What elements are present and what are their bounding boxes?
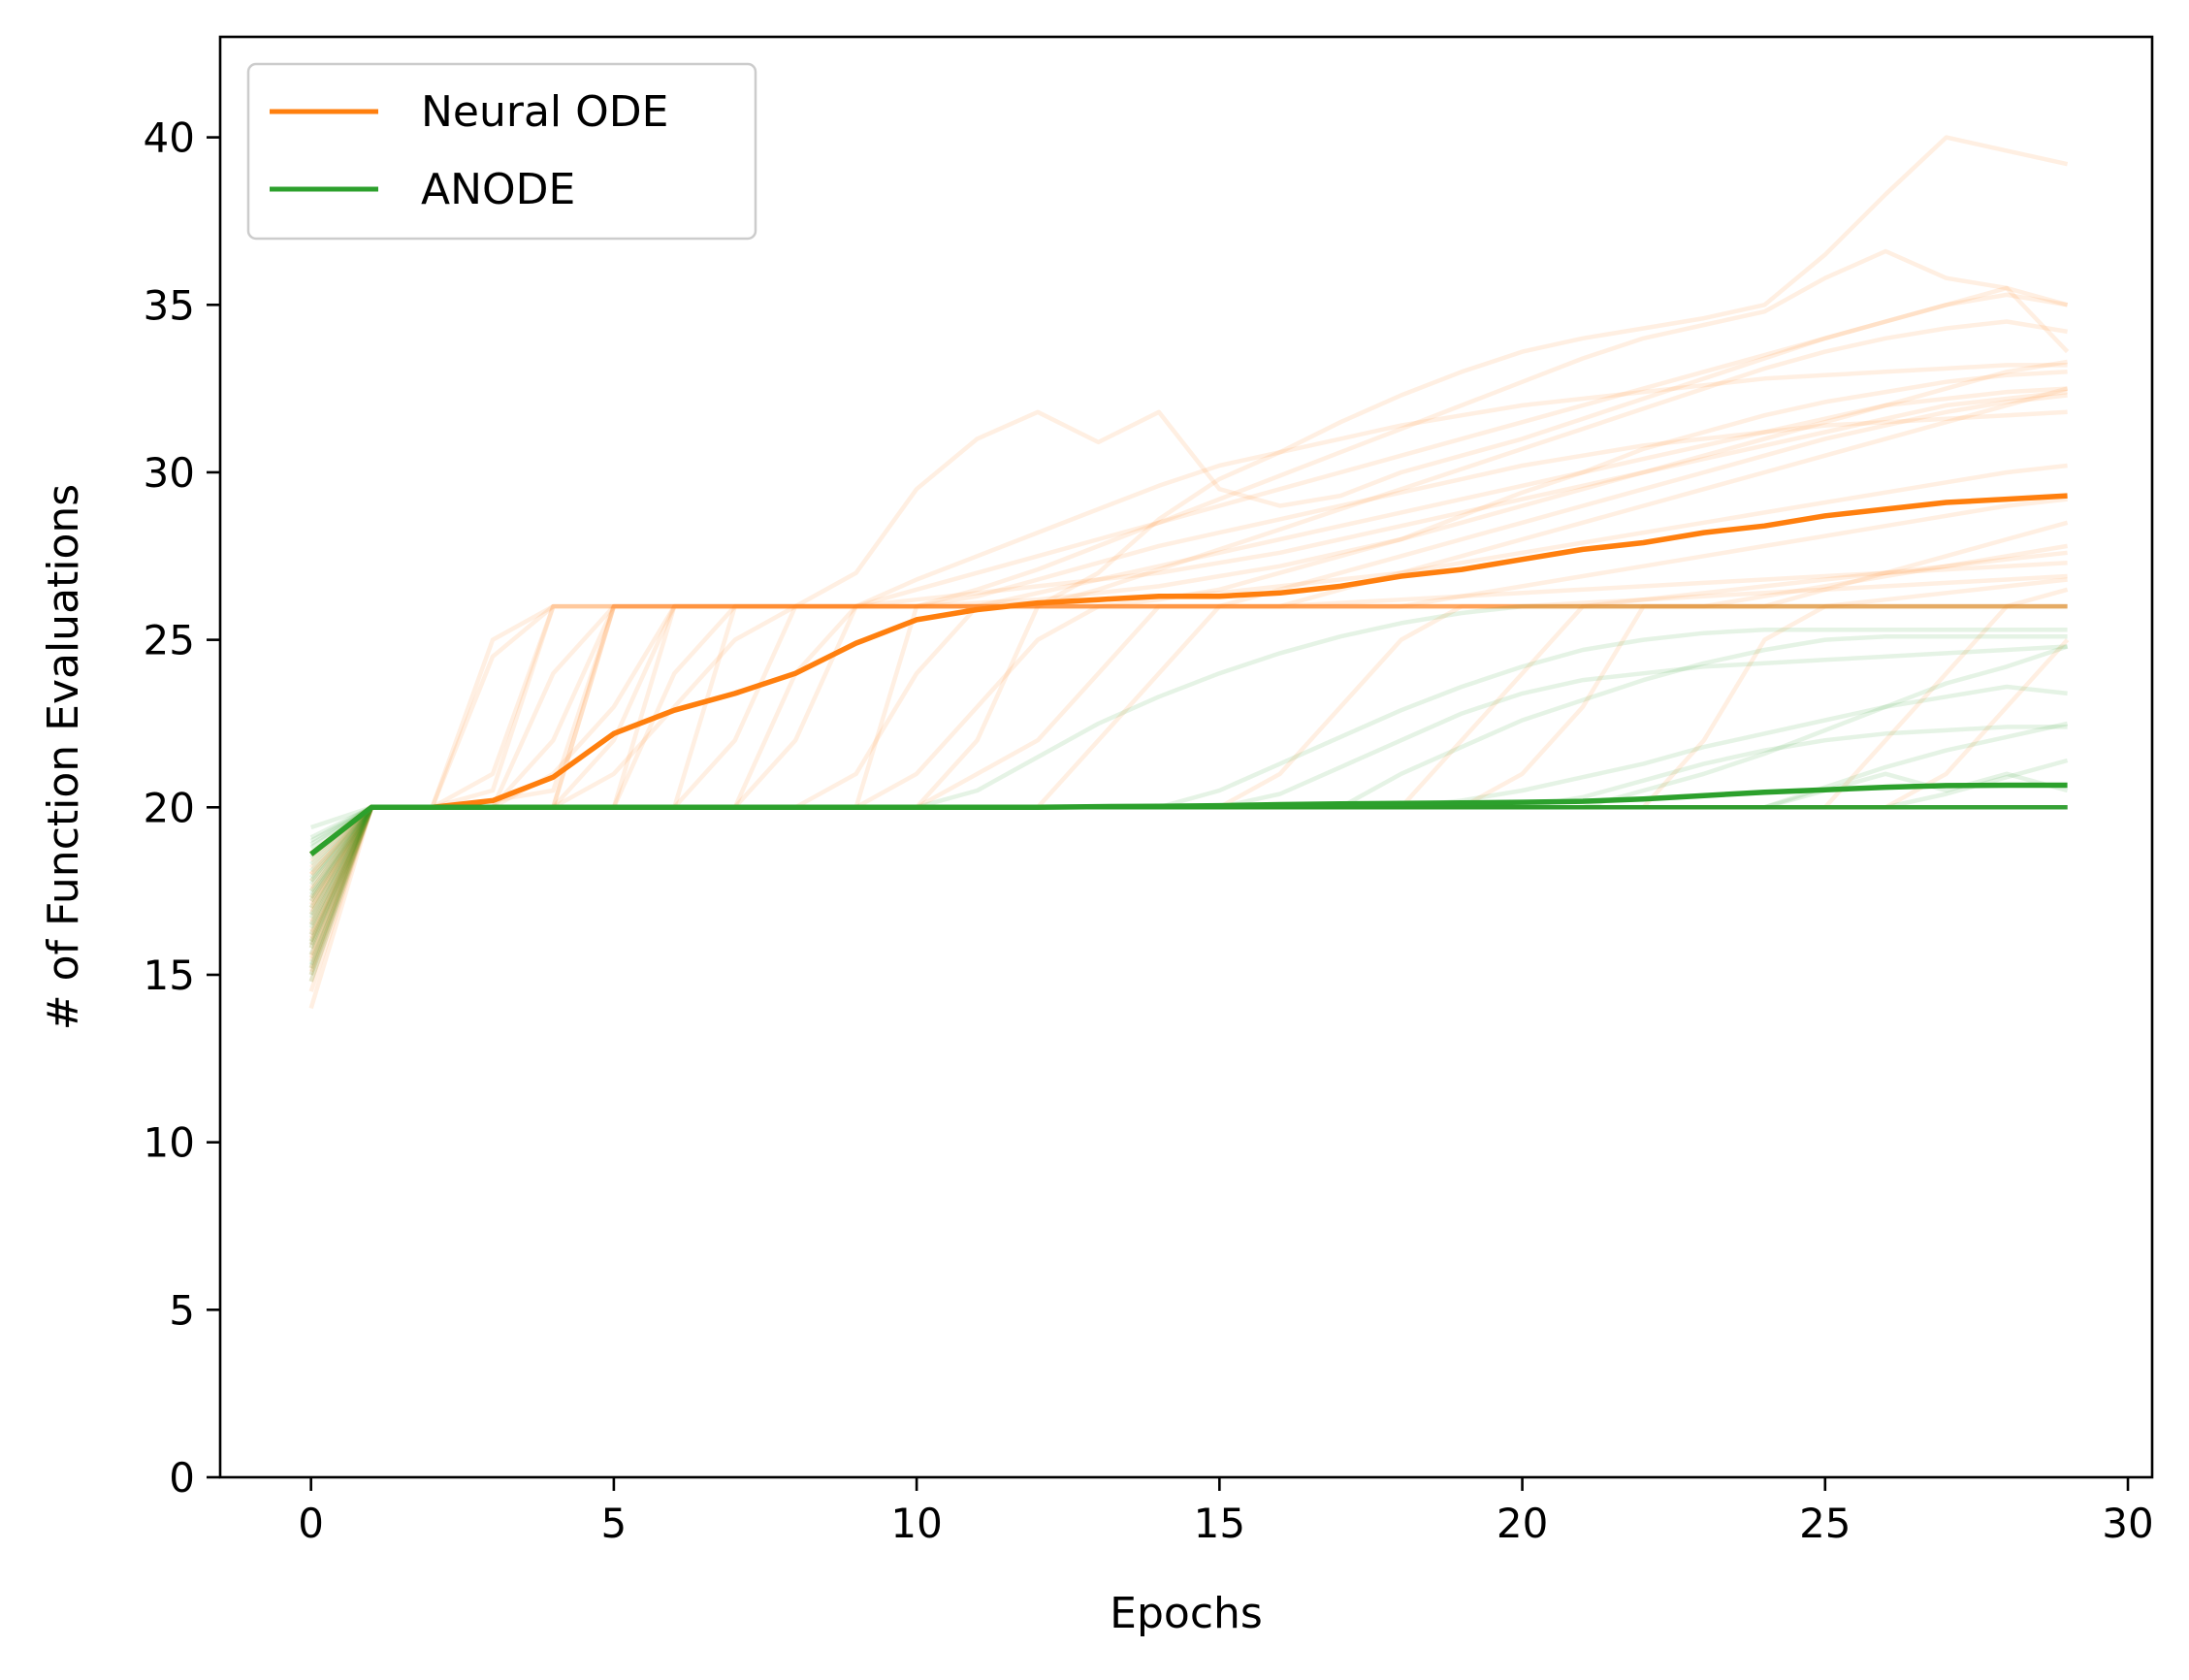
y-tick-label-0: 0: [169, 1454, 195, 1502]
run-line-neural-ode-1: [308, 359, 2068, 926]
y-tick-label-40: 40: [144, 114, 195, 162]
y-tick-label-35: 35: [144, 281, 195, 329]
run-line-neural-ode-3: [308, 560, 2068, 910]
legend-label-anode: ANODE: [421, 165, 575, 214]
y-tick-label-5: 5: [169, 1286, 195, 1334]
y-axis-title: # of Function Evaluations: [39, 484, 88, 1030]
y-tick-label-25: 25: [144, 617, 195, 664]
x-tick-label-0: 0: [298, 1500, 324, 1547]
x-tick-label-30: 30: [2102, 1500, 2153, 1547]
run-line-neural-ode-21: [308, 386, 2068, 913]
x-tick-label-20: 20: [1497, 1500, 1548, 1547]
plot-area-frame: [218, 35, 2154, 1479]
y-axis-ticks: 0 5 10 15 20 25 30 35 40: [144, 114, 220, 1502]
x-tick-label-5: 5: [601, 1500, 628, 1547]
run-line-neural-ode-29: [308, 248, 2070, 939]
run-line-neural-ode-7: [308, 319, 2068, 943]
legend-label-neural-ode: Neural ODE: [421, 87, 668, 137]
run-line-neural-ode-19: [309, 363, 2068, 863]
y-tick-label-20: 20: [144, 784, 195, 831]
y-tick-label-15: 15: [144, 952, 195, 999]
mean-lines-layer: [309, 493, 2068, 856]
x-tick-label-15: 15: [1194, 1500, 1245, 1547]
run-line-neural-ode-0: [308, 389, 2068, 892]
y-tick-label-10: 10: [144, 1119, 195, 1167]
run-line-neural-ode-27: [309, 292, 2068, 876]
run-line-neural-ode-5: [309, 409, 2068, 876]
series-line-anode: [309, 782, 2068, 856]
run-line-neural-ode-11: [308, 497, 2068, 903]
series-line-neural-ode: [309, 493, 2068, 856]
x-axis-ticks: 0 5 10 15 20 25 30: [298, 1477, 2154, 1547]
run-line-neural-ode-10: [308, 285, 2069, 916]
legend: Neural ODE ANODE: [246, 62, 757, 241]
y-tick-label-30: 30: [144, 449, 195, 497]
x-tick-label-25: 25: [1799, 1500, 1851, 1547]
run-line-neural-ode-8: [308, 603, 2068, 883]
legend-box: [246, 62, 757, 241]
x-tick-label-10: 10: [890, 1500, 942, 1547]
x-axis-title: Epochs: [1110, 1589, 1263, 1638]
